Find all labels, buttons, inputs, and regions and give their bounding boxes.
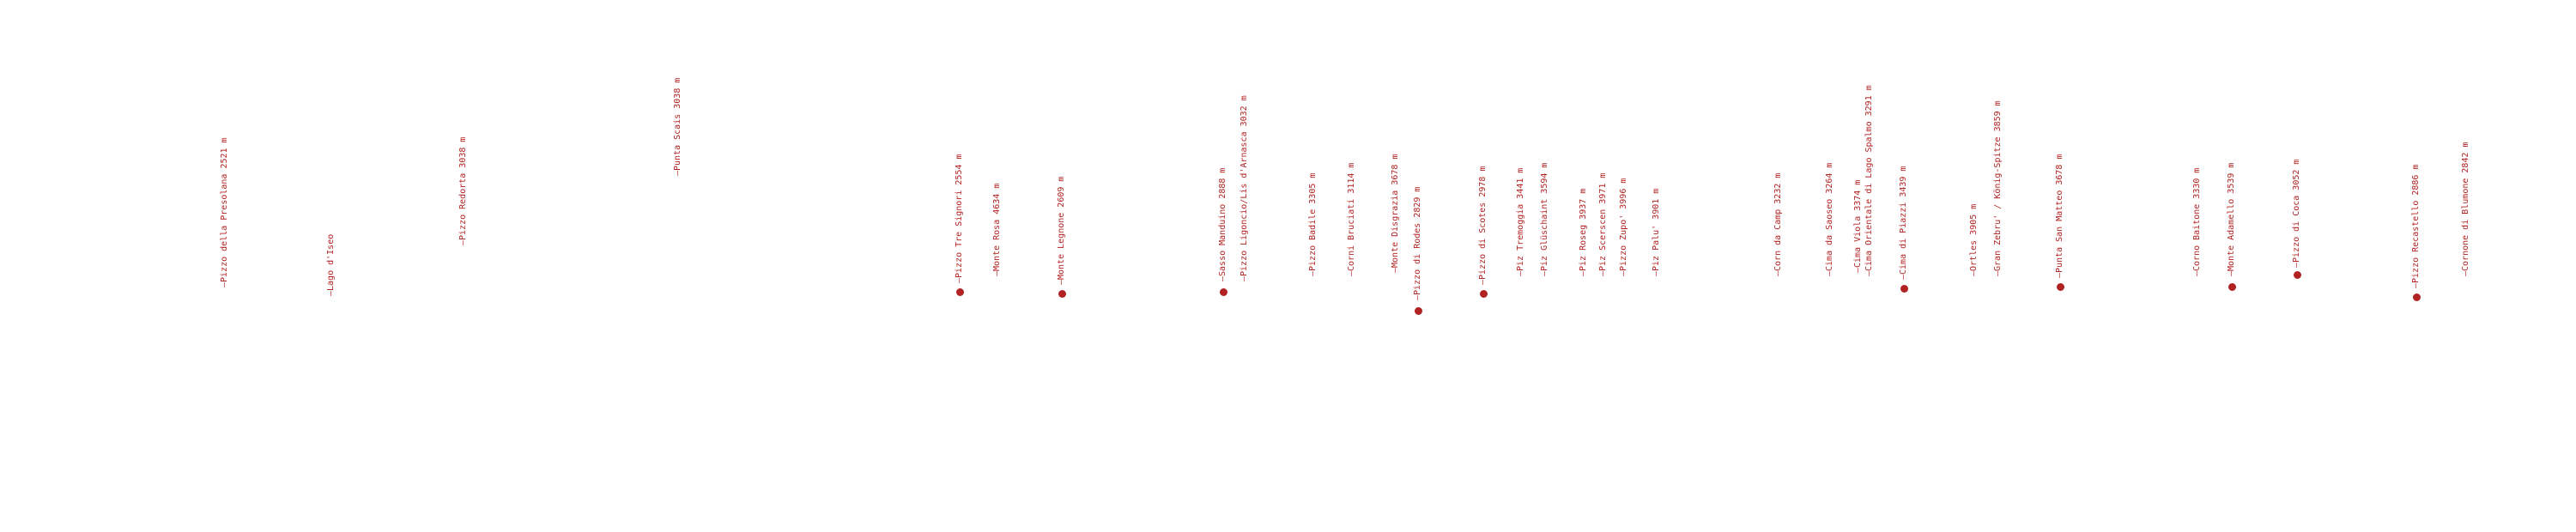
peak-label-text: —Piz Scerscen 3971 m	[1598, 172, 1608, 276]
peak-label-text: —Cima Orientale di Lago Spalmo 3291 m	[1864, 85, 1874, 276]
peak-label-text: —Piz Tremoggia 3441 m	[1516, 167, 1525, 276]
peak-label-text: —Pizzo di Scotes 2978 m	[1478, 166, 1488, 285]
peak-label-text: —Piz Roseg 3937 m	[1579, 188, 1588, 276]
peak-label-text: —Corn da Camp 3232 m	[1773, 172, 1783, 276]
peak-label-text: —Punta Scais 3038 m	[673, 77, 682, 176]
peak-label-text: —Pizzo Ligoncio/Lis d'Arnasca 3032 m	[1240, 95, 1249, 281]
peak-label-text: —Punta San Matteo 3678 m	[2055, 154, 2064, 279]
peak-label-text: —Lago d'Iseo	[326, 233, 336, 296]
peak-label-text: —Cornone di Blumone 2842 m	[2461, 142, 2470, 276]
peak-label-text: —Pizzo di Rodes 2829 m	[1413, 186, 1422, 300]
peak-label-text: —Pizzo Recastello 2886 m	[2411, 164, 2421, 289]
peak-label-text: —Sasso Manduino 2888 m	[1218, 167, 1227, 281]
peak-marker-dot	[2056, 282, 2064, 291]
peak-marker-dot	[1219, 287, 1227, 296]
peak-marker-dot	[955, 287, 964, 296]
peak-label-text: —Pizzo Badile 3305 m	[1308, 172, 1318, 276]
peak-label-text: —Corno Baitone 3330 m	[2192, 167, 2202, 276]
peak-label-text: —Monte Legnone 2609 m	[1057, 176, 1066, 285]
peak-label-text: —Pizzo Tre Signori 2554 m	[955, 154, 964, 283]
peak-label-text: —Monte Disgrazia 3678 m	[1391, 154, 1400, 273]
peak-label-text: —Pizzo Zupo' 3996 m	[1619, 178, 1628, 276]
peak-label-text: —Monte Adamello 3539 m	[2227, 162, 2236, 276]
peak-label-text: —Piz Palu' 3901 m	[1652, 188, 1661, 276]
peak-label-text: —Corni Bruciati 3114 m	[1347, 162, 1356, 276]
peak-label-text: —Cima Viola 3374 m	[1853, 179, 1863, 273]
peak-label-text: —Pizzo di Coca 3052 m	[2292, 159, 2301, 268]
peak-marker-dot	[2293, 270, 2301, 279]
peak-label-text: —Cima da Saoseo 3264 m	[1825, 162, 1834, 276]
peak-marker-dot	[1058, 289, 1066, 298]
peak-label-text: —Pizzo della Presolana 2521 m	[220, 137, 229, 287]
peak-label-text: —Monte Rosa 4634 m	[992, 183, 1002, 276]
peak-marker-dot	[1479, 289, 1488, 298]
peak-marker-dot	[2412, 293, 2421, 301]
peak-marker-dot	[1414, 306, 1422, 315]
peak-marker-dot	[2227, 282, 2236, 291]
peak-label-text: —Pizzo Redorta 3038 m	[458, 136, 468, 245]
peak-marker-dot	[1900, 284, 1908, 293]
peak-label-text: —Ortles 3905 m	[1969, 203, 1979, 276]
peak-label-text: —Cima di Piazzi 3439 m	[1899, 166, 1908, 280]
peak-label-text: —Piz Glüschaint 3594 m	[1540, 162, 1549, 276]
peak-label-text: —Gran Zebru' / König-Spitze 3859 m	[1993, 100, 2003, 276]
